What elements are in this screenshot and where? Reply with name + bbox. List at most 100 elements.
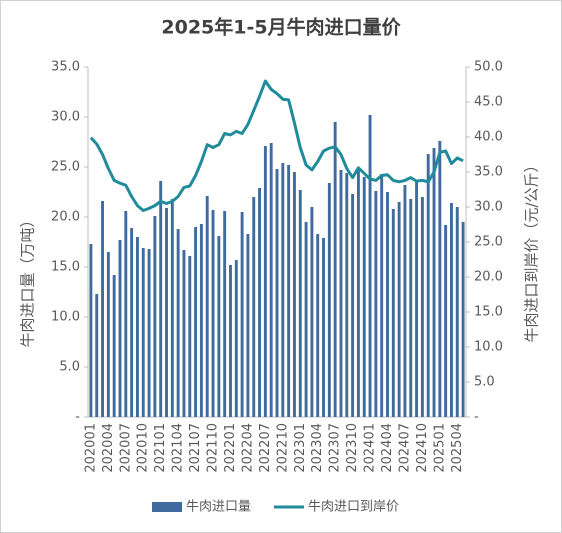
bar bbox=[211, 210, 215, 417]
bar bbox=[124, 211, 128, 417]
bar bbox=[269, 143, 273, 417]
y-tick-label: 25.0 bbox=[51, 160, 80, 175]
y-axis-title: 牛肉进口量（万吨） bbox=[19, 212, 37, 347]
y-tick-label: 30.0 bbox=[51, 110, 80, 125]
bar bbox=[153, 216, 157, 417]
x-tick-label: 202401 bbox=[363, 423, 378, 473]
x-tick-label: 202010 bbox=[136, 423, 151, 473]
y-tick-label: 10.0 bbox=[51, 310, 80, 325]
bar bbox=[223, 211, 227, 417]
bar bbox=[170, 199, 174, 417]
y2-tick-label: 45.0 bbox=[474, 95, 503, 110]
bar bbox=[450, 203, 453, 417]
x-tick-label: 202310 bbox=[345, 423, 360, 473]
x-tick-label: 202210 bbox=[275, 423, 290, 473]
bar bbox=[356, 168, 360, 417]
bar bbox=[420, 197, 424, 417]
y2-tick-label: - bbox=[474, 410, 479, 425]
y2-tick-label: 20.0 bbox=[474, 270, 503, 285]
x-tick-label: 202404 bbox=[380, 423, 395, 473]
bar bbox=[101, 201, 104, 417]
bar bbox=[461, 222, 465, 417]
bar bbox=[438, 141, 442, 417]
bar bbox=[112, 275, 116, 417]
bar bbox=[281, 163, 285, 417]
bar bbox=[368, 115, 372, 417]
y-tick-label: 5.0 bbox=[59, 360, 80, 375]
bar bbox=[380, 174, 384, 417]
x-tick-label: 202001 bbox=[83, 423, 98, 473]
bar bbox=[287, 165, 291, 417]
x-tick-label: 202101 bbox=[153, 423, 168, 473]
y2-tick-label: 10.0 bbox=[474, 340, 503, 355]
bar bbox=[304, 222, 308, 417]
bar bbox=[327, 183, 331, 417]
bar bbox=[199, 224, 203, 417]
bar bbox=[258, 188, 262, 417]
bar bbox=[275, 169, 279, 417]
x-tick-label: 202104 bbox=[171, 423, 186, 473]
y2-axis-title: 牛肉进口到岸价（元/公斤） bbox=[523, 157, 541, 342]
bar bbox=[322, 238, 325, 417]
bar bbox=[165, 208, 168, 417]
bar bbox=[176, 229, 180, 417]
y-tick-label: 20.0 bbox=[51, 210, 80, 225]
bar bbox=[246, 234, 250, 417]
bar bbox=[135, 237, 139, 417]
price-line bbox=[89, 79, 464, 212]
y2-tick-label: 35.0 bbox=[474, 165, 503, 180]
bar bbox=[362, 177, 366, 417]
bar bbox=[374, 191, 378, 417]
x-tick-label: 202201 bbox=[223, 423, 238, 473]
bar bbox=[106, 252, 110, 417]
y-tick-label: - bbox=[75, 410, 80, 425]
bar bbox=[345, 173, 349, 417]
bar bbox=[188, 256, 192, 417]
x-tick-label: 202107 bbox=[188, 423, 203, 473]
bar bbox=[298, 190, 302, 417]
bar bbox=[426, 154, 430, 417]
bar bbox=[205, 196, 209, 417]
bar bbox=[333, 122, 337, 417]
x-tick-label: 202307 bbox=[328, 423, 343, 473]
bar bbox=[415, 182, 419, 417]
bar bbox=[351, 194, 355, 417]
y2-tick-label: 50.0 bbox=[474, 60, 503, 75]
x-tick-label: 202301 bbox=[293, 423, 308, 473]
bar bbox=[397, 202, 401, 417]
x-tick-label: 202007 bbox=[118, 423, 133, 473]
legend-label: 牛肉进口量 bbox=[186, 500, 251, 515]
y-tick-label: 15.0 bbox=[51, 260, 80, 275]
bar bbox=[89, 244, 93, 417]
legend-label: 牛肉进口到岸价 bbox=[308, 500, 399, 515]
y2-tick-label: 25.0 bbox=[474, 235, 503, 250]
x-tick-label: 202501 bbox=[432, 423, 447, 473]
x-tick-label: 202204 bbox=[240, 423, 255, 473]
y2-tick-label: 15.0 bbox=[474, 305, 503, 320]
y-tick-label: 35.0 bbox=[51, 60, 80, 75]
bar bbox=[130, 228, 134, 417]
bar bbox=[316, 234, 320, 417]
x-tick-label: 202304 bbox=[310, 423, 325, 473]
bar bbox=[310, 207, 314, 417]
y2-tick-label: 5.0 bbox=[474, 375, 495, 390]
bar bbox=[263, 146, 267, 417]
bar bbox=[455, 207, 459, 417]
bar bbox=[229, 265, 232, 417]
bar bbox=[217, 236, 221, 417]
y2-tick-label: 40.0 bbox=[474, 130, 503, 145]
bar bbox=[147, 249, 151, 417]
x-tick-label: 202207 bbox=[258, 423, 273, 473]
bar bbox=[252, 197, 256, 417]
bar bbox=[391, 209, 395, 417]
bar bbox=[386, 192, 389, 417]
x-tick-label: 202504 bbox=[450, 423, 465, 473]
bar bbox=[240, 212, 244, 417]
bar bbox=[159, 181, 163, 417]
bar bbox=[409, 199, 413, 417]
x-tick-label: 202004 bbox=[101, 423, 116, 473]
bar bbox=[403, 185, 407, 417]
x-tick-label: 202410 bbox=[415, 423, 430, 473]
